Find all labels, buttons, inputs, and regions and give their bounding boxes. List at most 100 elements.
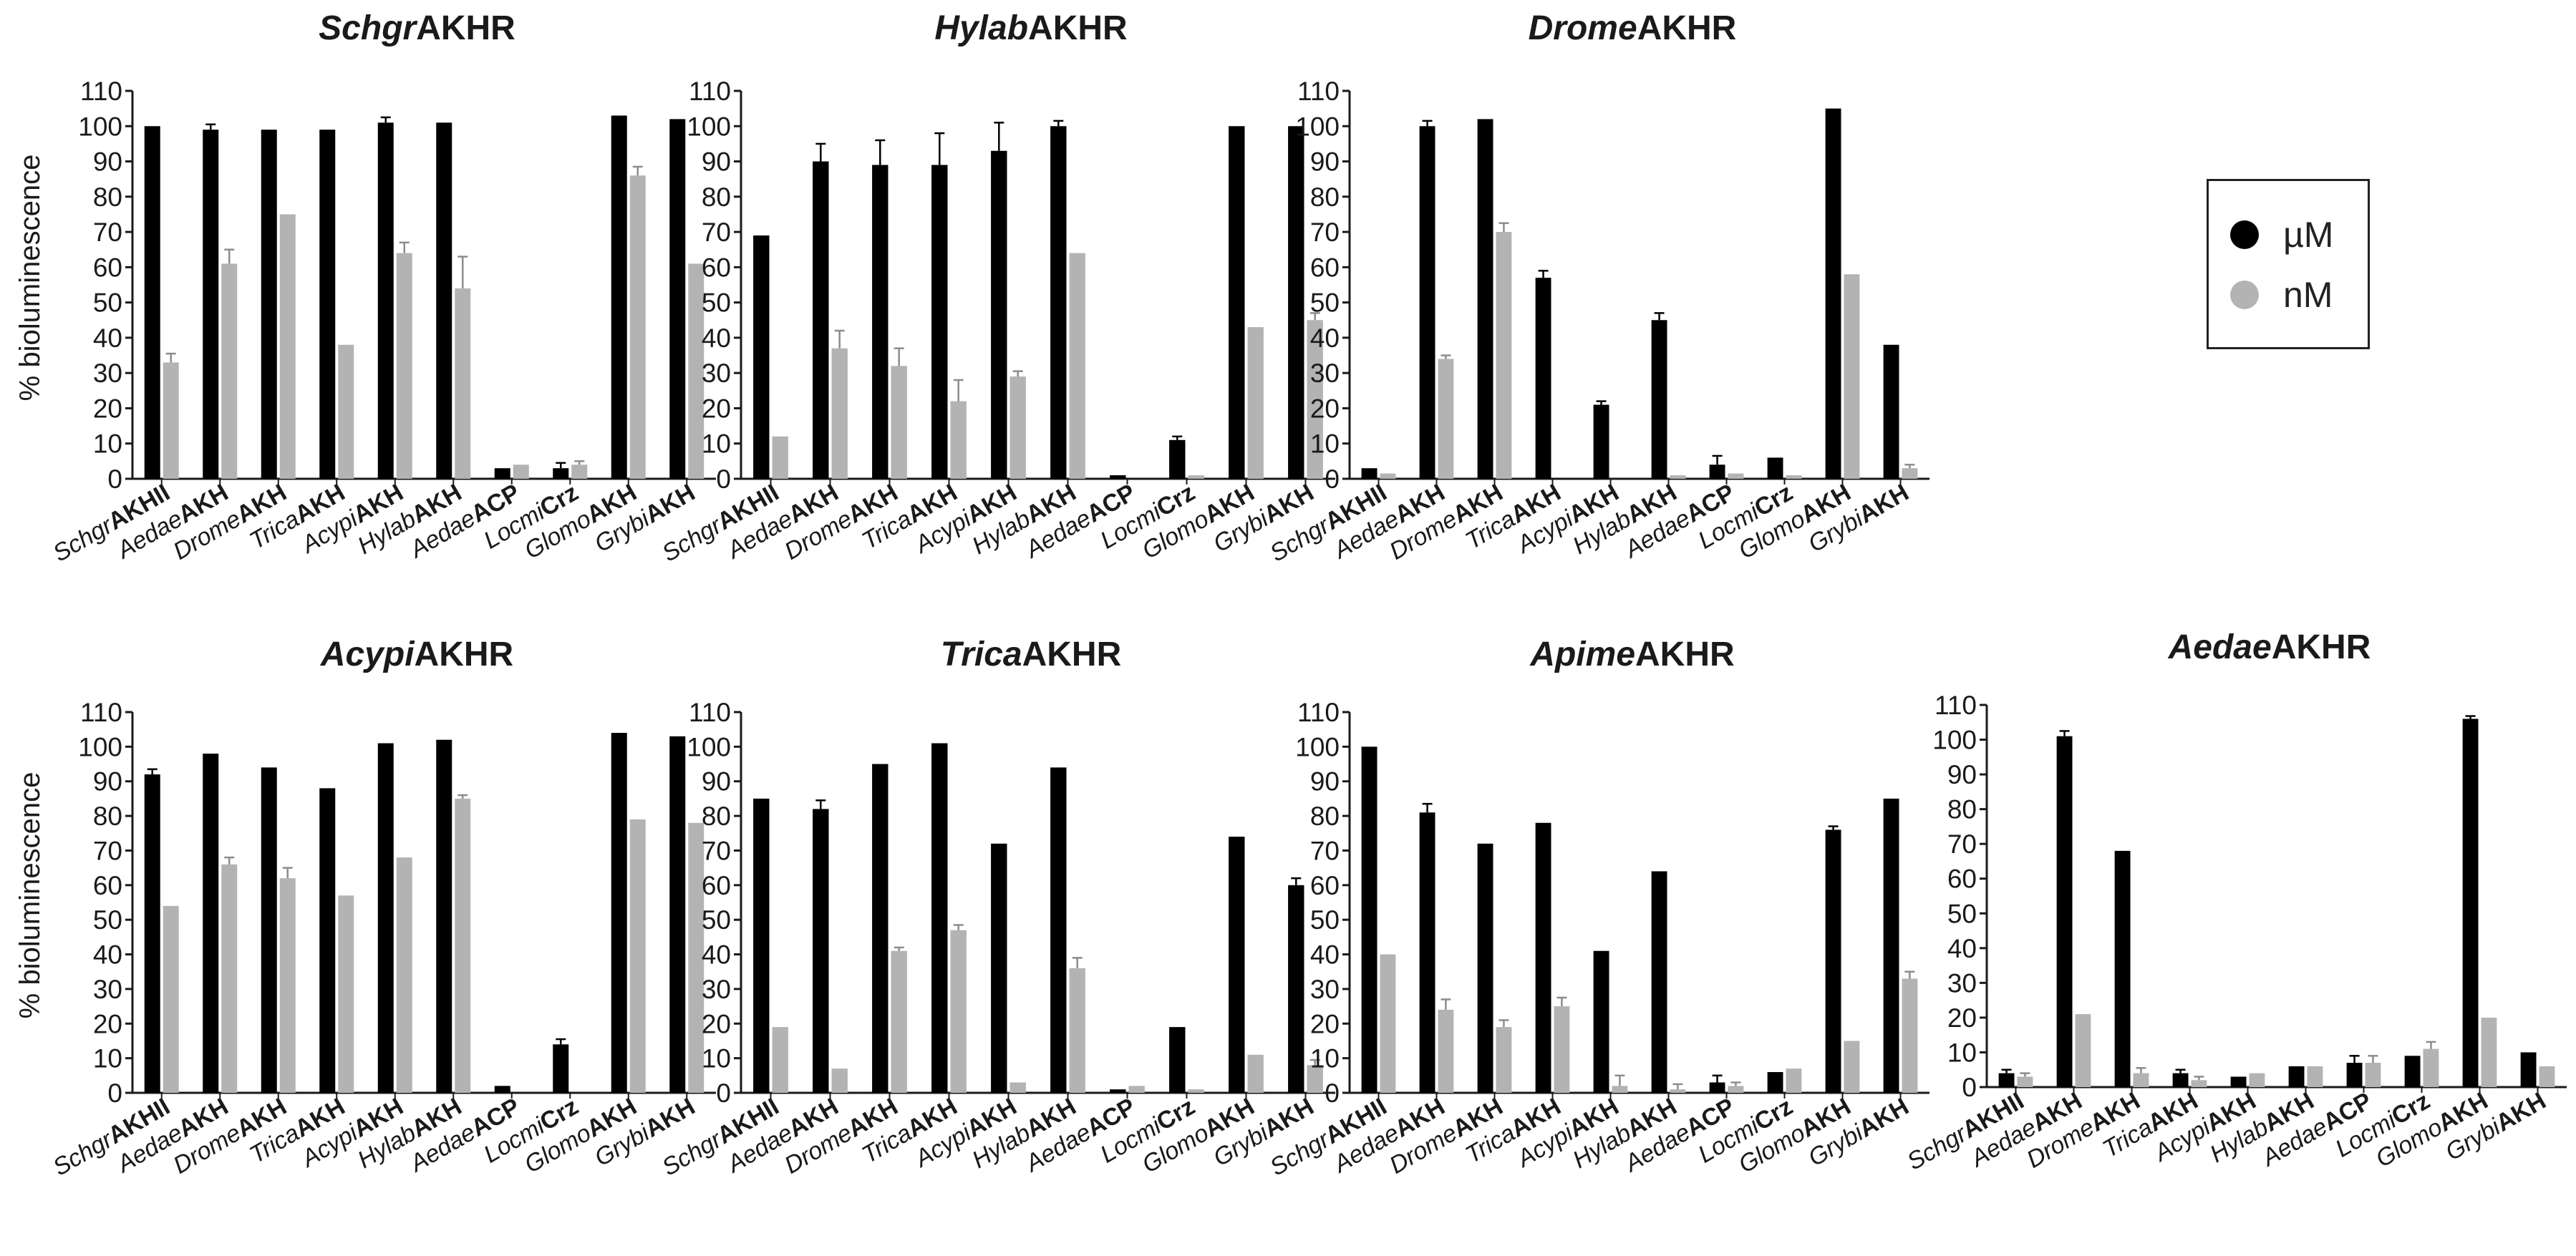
chart-title-species: Acypi [320,636,415,673]
bar-um [144,126,160,479]
y-tick-label: 70 [1310,218,1340,247]
chart-title-receptor: AKHR [1028,9,1128,47]
y-tick-label: 30 [1947,968,1977,998]
bar-um [1593,404,1609,479]
y-tick-label: 60 [93,871,122,900]
bar-um [1883,344,1899,479]
legend: µM nM [2207,179,2370,349]
bar-um [611,733,627,1093]
y-tick-label: 60 [1310,253,1340,282]
bar-um [2404,1056,2421,1087]
bar-nm [1009,376,1026,479]
bar-nm [163,905,179,1093]
bar-nm [1728,473,1744,479]
bar-um [1110,1089,1126,1093]
chart-title-species: Hylab [934,9,1028,47]
bar-um [203,754,219,1093]
bar-nm [2539,1066,2555,1087]
y-tick-label: 110 [1935,691,1977,720]
y-tick-label: 60 [1947,865,1977,894]
bar-nm [1009,1082,1026,1093]
y-tick-label: 110 [80,77,122,106]
bar-nm [338,895,354,1093]
bar-nm [831,348,848,479]
y-tick-label: 0 [1325,1079,1340,1108]
y-tick-label: 20 [1310,1009,1340,1038]
y-tick-label: 20 [702,1009,731,1038]
y-tick-label: 110 [1297,698,1340,727]
bar-nm [2191,1080,2207,1087]
chart-title-species: Trica [941,636,1022,673]
bar-nm [2017,1076,2033,1087]
y-tick-label: 40 [702,940,731,970]
bar-nm [2133,1073,2149,1087]
x-tick-label-peptide: AKH [2492,1087,2551,1137]
bar-um [1169,439,1186,479]
y-tick-label: 30 [702,975,731,1004]
bar-nm [2423,1048,2439,1087]
bar-um [1535,278,1551,479]
y-tick-label: 30 [1310,359,1340,388]
bar-um [1288,126,1304,479]
chart-title-receptor: AKHR [1637,9,1737,47]
bar-um [872,764,888,1093]
bar-um [872,165,888,479]
y-tick-label: 20 [702,394,731,423]
y-tick-label: 50 [702,288,731,318]
bar-um [1229,837,1245,1093]
bar-um [2172,1073,2189,1087]
bar-nm [688,263,704,479]
bar-um [261,767,277,1093]
bar-um [494,1086,510,1093]
chart-panel: AcypiAKHR 0 10 20 30 40 50 60 70 80 90 100 110 % biol… [14,636,716,1182]
y-tick-label: 100 [1295,732,1340,761]
bar-um [1169,1027,1186,1093]
y-tick-label: 70 [1947,829,1977,859]
y-tick-label: 50 [1310,288,1340,318]
y-tick-label: 0 [716,464,731,494]
bar-nm [2307,1066,2323,1087]
y-tick-label: 90 [1310,767,1340,797]
bar-um [1050,767,1067,1093]
bar-nm [221,864,238,1093]
chart-panel: SchgrAKHR 0 10 20 30 40 50 60 70 80 90 100 110 % biol… [14,9,716,568]
bar-um [813,161,829,479]
bar-um [1651,320,1667,479]
chart-title-species: Schgr [319,9,417,47]
bar-nm [1380,473,1396,479]
bar-um [377,743,394,1093]
bar-nm [2365,1063,2381,1087]
bar-nm [455,798,471,1093]
bar-nm [455,288,471,479]
bar-um [436,739,452,1093]
chart-title-receptor: AKHR [415,636,514,673]
y-tick-label: 80 [1310,802,1340,831]
y-tick-label: 80 [1310,182,1340,212]
chart-title-species: Drome [1529,9,1637,47]
y-tick-label: 100 [1295,112,1340,141]
bar-nm [2075,1014,2091,1087]
y-tick-label: 70 [702,218,731,247]
bar-um [1883,798,1899,1093]
y-tick-label: 20 [1947,1003,1977,1033]
y-tick-label: 10 [702,1044,731,1074]
bar-um [2114,850,2131,1087]
y-tick-label: 40 [93,323,122,353]
bar-um [1593,950,1609,1093]
y-tick-label: 80 [702,802,731,831]
bar-um [753,798,770,1093]
bar-um [2520,1052,2537,1087]
bar-nm [1069,968,1085,1093]
y-axis-title: % bioluminescence [14,772,46,1019]
bar-um [1229,126,1245,479]
y-tick-label: 20 [1310,394,1340,423]
bar-um [319,130,336,479]
bar-um [1767,457,1783,479]
y-tick-label: 50 [702,905,731,935]
bar-nm [1902,978,1918,1093]
bar-nm [1554,1006,1570,1093]
bar-nm [1786,1068,1802,1093]
bar-um [203,130,219,479]
bar-um [1535,822,1551,1093]
legend-label-nm: nM [2283,275,2333,315]
